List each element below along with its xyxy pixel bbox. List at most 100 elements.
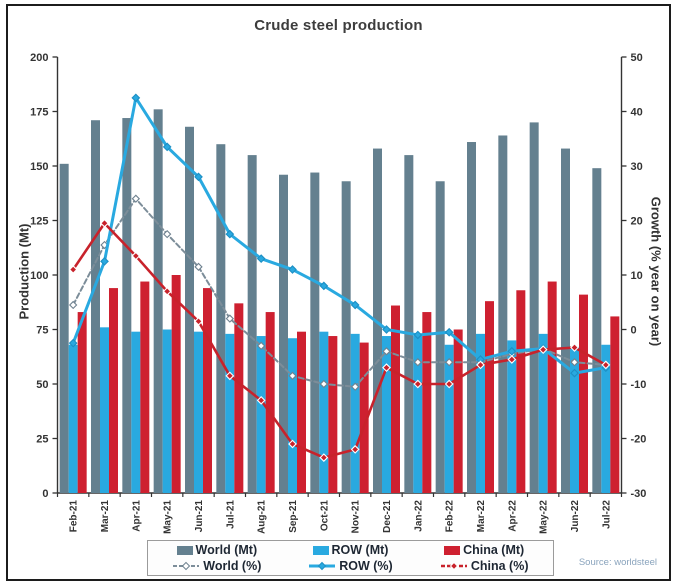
bar-china-mt [203, 288, 212, 493]
bar-world-mt [341, 181, 351, 493]
bar-row-mt [507, 340, 517, 493]
svg-text:Feb-21: Feb-21 [69, 500, 80, 533]
bar-world-mt [185, 126, 194, 493]
svg-text:10: 10 [631, 270, 643, 282]
svg-text:Dec-21: Dec-21 [382, 500, 393, 533]
marker-diamond [68, 300, 78, 310]
svg-text:20: 20 [631, 216, 643, 228]
bar-china-mt [234, 303, 244, 493]
bar-china-mt [391, 305, 400, 493]
bar-world-mt [404, 155, 414, 493]
svg-text:25: 25 [36, 434, 48, 446]
line-world [72, 197, 607, 388]
marker-diamond [570, 343, 579, 352]
marker-diamond [225, 314, 235, 323]
marker-diamond [288, 371, 297, 381]
marker-diamond [444, 327, 454, 337]
bar-row-mt [350, 333, 360, 493]
bar-world-mt [592, 168, 602, 493]
marker-diamond [162, 229, 172, 239]
line-row [71, 96, 608, 375]
marker-diamond [162, 286, 172, 296]
svg-text:150: 150 [30, 161, 48, 173]
bar-world-mt [467, 142, 476, 493]
marker-diamond [100, 218, 109, 228]
marker-diamond [507, 346, 517, 356]
svg-text:75: 75 [36, 325, 48, 337]
bar-row-mt [413, 336, 423, 493]
marker-diamond [131, 93, 141, 103]
marker-diamond [601, 360, 611, 370]
bar-world-mt [310, 172, 320, 494]
legend-item-row-mt: ROW (Mt) [284, 544, 418, 557]
svg-text:125: 125 [30, 216, 48, 228]
marker-diamond [225, 371, 235, 381]
marker-diamond [256, 395, 266, 405]
marker-diamond [538, 345, 548, 355]
marker-diamond [100, 256, 109, 266]
svg-text:50: 50 [631, 52, 643, 64]
marker-diamond [162, 142, 172, 152]
marker-diamond [194, 262, 203, 272]
marker-diamond [319, 453, 329, 462]
bar-world-mt [247, 155, 257, 493]
bar-china-mt [140, 281, 150, 493]
marker-diamond [194, 172, 203, 182]
svg-text:100: 100 [30, 270, 48, 282]
source-note: Source: worldsteel [578, 557, 657, 568]
svg-text:Mar-21: Mar-21 [100, 500, 111, 533]
marker-diamond [444, 358, 454, 367]
svg-text:-10: -10 [631, 379, 647, 391]
bar-china-mt [422, 312, 432, 493]
legend-item-china: China (%) [417, 560, 551, 573]
svg-text:175: 175 [30, 107, 48, 119]
bar-row-mt [256, 336, 266, 493]
svg-text:Apr-22: Apr-22 [507, 500, 518, 532]
bar-china-mt [547, 281, 557, 493]
line-china [71, 221, 608, 459]
legend-line-glyph [440, 561, 468, 571]
marker-diamond [382, 325, 391, 334]
legend-label: China (Mt) [463, 542, 525, 557]
legend-item-world: World (%) [150, 560, 284, 573]
bar-row-mt [382, 336, 391, 493]
marker-diamond [319, 379, 329, 389]
svg-text:Apr-21: Apr-21 [131, 500, 142, 532]
marker-diamond [225, 229, 235, 239]
marker-diamond [68, 265, 78, 274]
legend-label: ROW (%) [339, 558, 393, 573]
bar-china-mt [297, 331, 306, 493]
marker-diamond [256, 341, 266, 351]
bar-china-mt [109, 288, 118, 493]
svg-text:Jun-22: Jun-22 [570, 500, 581, 533]
marker-diamond [131, 194, 141, 203]
bar-china-mt [359, 342, 369, 493]
marker-diamond [570, 358, 579, 367]
svg-text:-30: -30 [631, 488, 647, 500]
svg-text:May-22: May-22 [539, 500, 550, 534]
bar-world-mt [91, 120, 100, 493]
bar-world-mt [498, 135, 508, 494]
bar-china-mt [171, 275, 181, 493]
marker-diamond [507, 355, 517, 364]
legend-line-glyph [172, 561, 200, 571]
svg-text:Oct-21: Oct-21 [319, 500, 330, 532]
svg-text:Nov-21: Nov-21 [351, 500, 362, 534]
legend-swatch [176, 545, 193, 555]
legend-item-row: ROW (%) [284, 560, 418, 573]
marker-diamond [194, 316, 203, 326]
bar-row-mt [538, 333, 548, 493]
bar-china-mt [579, 294, 588, 493]
legend-label: World (%) [203, 558, 262, 573]
bar-row-mt [288, 338, 297, 493]
marker-diamond [444, 379, 454, 389]
marker-diamond [68, 338, 78, 348]
marker-diamond [382, 347, 391, 356]
svg-text:200: 200 [30, 52, 48, 64]
bar-china-mt [77, 312, 87, 493]
bar-row-mt [476, 333, 485, 493]
bar-china-mt [328, 336, 338, 493]
legend-line-glyph [308, 561, 336, 571]
svg-text:50: 50 [36, 379, 48, 391]
legend-label: China (%) [470, 558, 529, 573]
